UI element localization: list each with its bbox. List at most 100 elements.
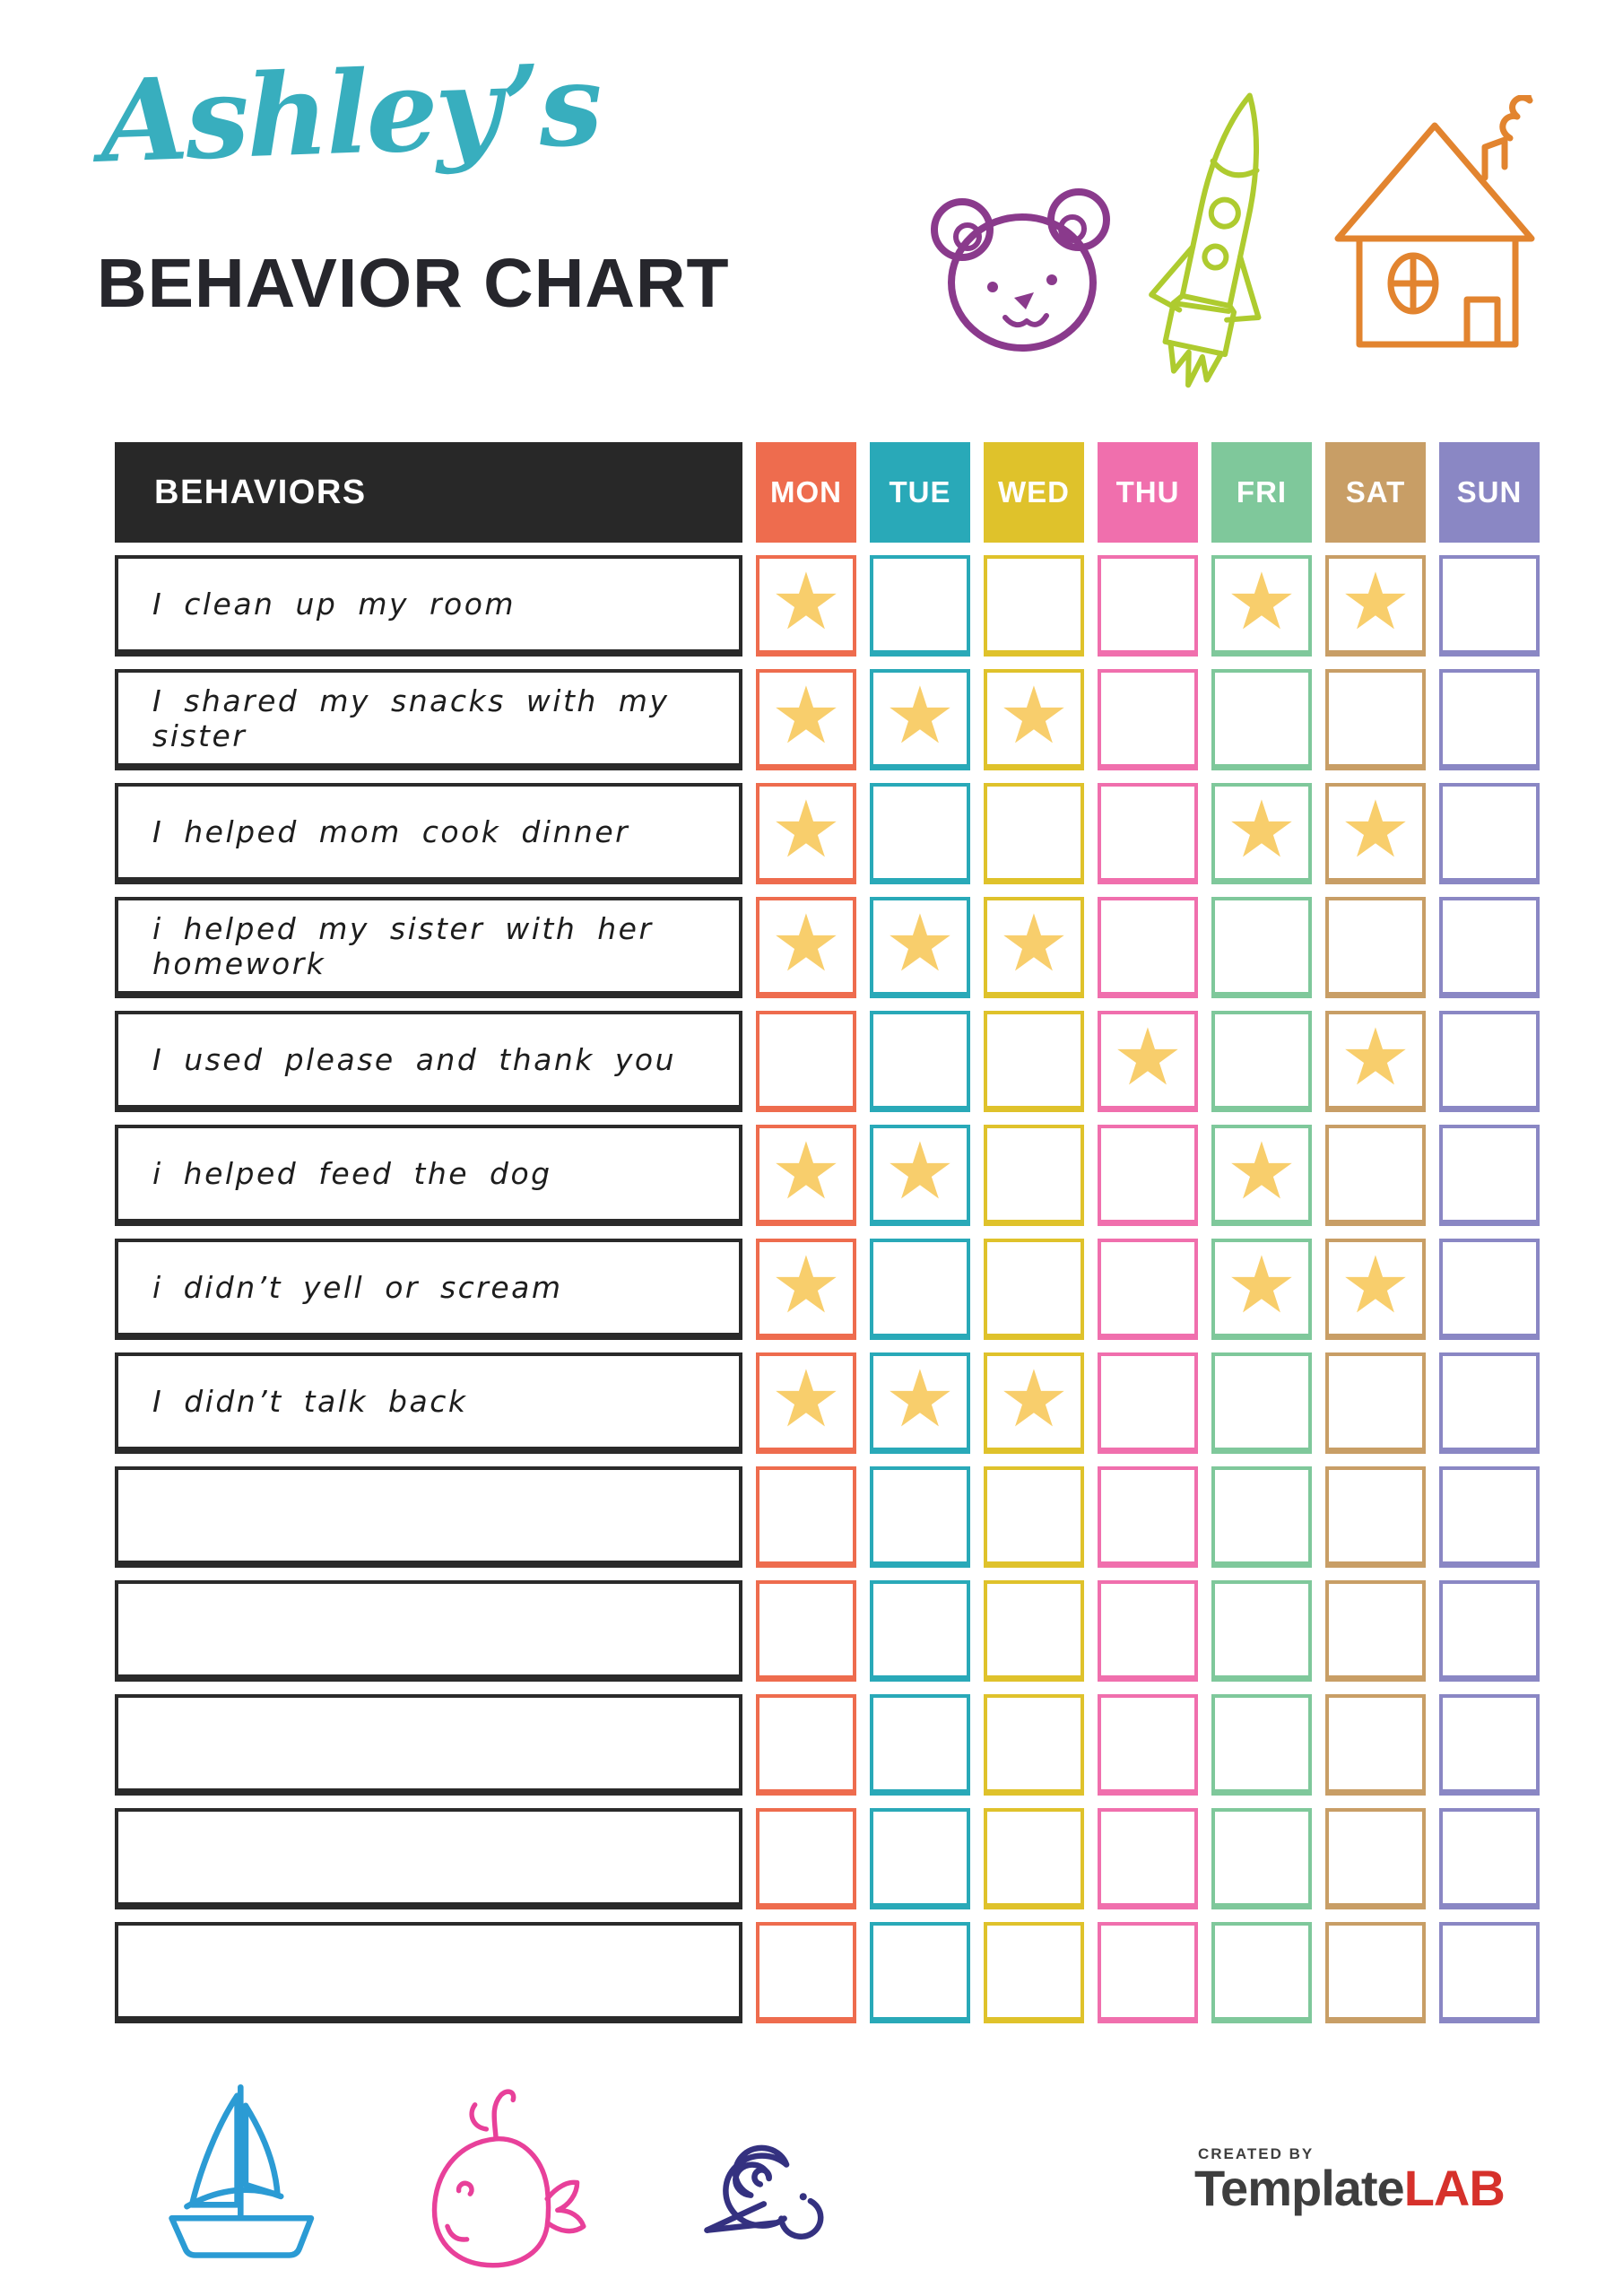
chart-cell-mon-row13[interactable] [756, 1922, 856, 2023]
chart-cell-tue-row1[interactable] [870, 555, 970, 657]
chart-cell-sun-row5[interactable] [1439, 1011, 1540, 1112]
chart-cell-sun-row3[interactable] [1439, 783, 1540, 884]
chart-cell-sun-row1[interactable] [1439, 555, 1540, 657]
chart-cell-mon-row6[interactable]: ★ [756, 1125, 856, 1226]
chart-cell-sat-row8[interactable] [1325, 1352, 1426, 1454]
chart-cell-mon-row9[interactable] [756, 1466, 856, 1568]
behavior-label-row7: i didn’t yell or scream [115, 1239, 742, 1340]
chart-cell-thu-row2[interactable] [1098, 669, 1198, 770]
chart-cell-fri-row9[interactable] [1211, 1466, 1312, 1568]
chart-cell-thu-row10[interactable] [1098, 1580, 1198, 1682]
chart-cell-sat-row10[interactable] [1325, 1580, 1426, 1682]
chart-cell-sat-row6[interactable] [1325, 1125, 1426, 1226]
chart-cell-sat-row7[interactable]: ★ [1325, 1239, 1426, 1340]
chart-cell-wed-row6[interactable] [984, 1125, 1084, 1226]
chart-cell-fri-row4[interactable] [1211, 897, 1312, 998]
chart-cell-thu-row1[interactable] [1098, 555, 1198, 657]
chart-cell-sat-row4[interactable] [1325, 897, 1426, 998]
chart-cell-mon-row3[interactable]: ★ [756, 783, 856, 884]
behavior-label-row13[interactable] [115, 1922, 742, 2023]
chart-cell-wed-row4[interactable]: ★ [984, 897, 1084, 998]
sailboat-icon [169, 2083, 315, 2258]
chart-cell-sun-row11[interactable] [1439, 1694, 1540, 1796]
chart-cell-mon-row8[interactable]: ★ [756, 1352, 856, 1454]
chart-cell-tue-row9[interactable] [870, 1466, 970, 1568]
chart-cell-fri-row11[interactable] [1211, 1694, 1312, 1796]
chart-cell-thu-row12[interactable] [1098, 1808, 1198, 1909]
chart-cell-mon-row2[interactable]: ★ [756, 669, 856, 770]
chart-cell-thu-row8[interactable] [1098, 1352, 1198, 1454]
chart-cell-tue-row11[interactable] [870, 1694, 970, 1796]
chart-cell-sun-row6[interactable] [1439, 1125, 1540, 1226]
chart-cell-mon-row4[interactable]: ★ [756, 897, 856, 998]
behavior-label-row9[interactable] [115, 1466, 742, 1568]
chart-cell-sat-row12[interactable] [1325, 1808, 1426, 1909]
chart-cell-wed-row1[interactable] [984, 555, 1084, 657]
chart-cell-wed-row3[interactable] [984, 783, 1084, 884]
chart-cell-fri-row8[interactable] [1211, 1352, 1312, 1454]
star-icon: ★ [1340, 1011, 1411, 1103]
chart-cell-wed-row13[interactable] [984, 1922, 1084, 2023]
chart-cell-fri-row1[interactable]: ★ [1211, 555, 1312, 657]
chart-cell-tue-row4[interactable]: ★ [870, 897, 970, 998]
chart-cell-thu-row7[interactable] [1098, 1239, 1198, 1340]
chart-cell-fri-row3[interactable]: ★ [1211, 783, 1312, 884]
chart-cell-tue-row13[interactable] [870, 1922, 970, 2023]
chart-cell-thu-row4[interactable] [1098, 897, 1198, 998]
chart-cell-sat-row13[interactable] [1325, 1922, 1426, 2023]
chart-cell-sun-row12[interactable] [1439, 1808, 1540, 1909]
chart-cell-wed-row8[interactable]: ★ [984, 1352, 1084, 1454]
chart-cell-wed-row10[interactable] [984, 1580, 1084, 1682]
chart-cell-wed-row12[interactable] [984, 1808, 1084, 1909]
chart-cell-mon-row1[interactable]: ★ [756, 555, 856, 657]
chart-cell-fri-row6[interactable]: ★ [1211, 1125, 1312, 1226]
behavior-label-row6: i helped feed the dog [115, 1125, 742, 1226]
chart-cell-sat-row2[interactable] [1325, 669, 1426, 770]
chart-cell-wed-row9[interactable] [984, 1466, 1084, 1568]
chart-cell-tue-row5[interactable] [870, 1011, 970, 1112]
chart-cell-sat-row9[interactable] [1325, 1466, 1426, 1568]
chart-cell-fri-row7[interactable]: ★ [1211, 1239, 1312, 1340]
chart-cell-sun-row10[interactable] [1439, 1580, 1540, 1682]
chart-cell-tue-row10[interactable] [870, 1580, 970, 1682]
chart-cell-fri-row2[interactable] [1211, 669, 1312, 770]
chart-cell-sun-row4[interactable] [1439, 897, 1540, 998]
chart-cell-tue-row2[interactable]: ★ [870, 669, 970, 770]
chart-cell-sat-row5[interactable]: ★ [1325, 1011, 1426, 1112]
chart-cell-mon-row11[interactable] [756, 1694, 856, 1796]
chart-cell-thu-row6[interactable] [1098, 1125, 1198, 1226]
behavior-label-row12[interactable] [115, 1808, 742, 1909]
chart-cell-mon-row7[interactable]: ★ [756, 1239, 856, 1340]
chart-cell-tue-row8[interactable]: ★ [870, 1352, 970, 1454]
chart-cell-tue-row6[interactable]: ★ [870, 1125, 970, 1226]
chart-cell-thu-row9[interactable] [1098, 1466, 1198, 1568]
chart-cell-sat-row11[interactable] [1325, 1694, 1426, 1796]
chart-cell-sun-row13[interactable] [1439, 1922, 1540, 2023]
chart-cell-mon-row5[interactable] [756, 1011, 856, 1112]
chart-cell-sun-row8[interactable] [1439, 1352, 1540, 1454]
chart-cell-tue-row7[interactable] [870, 1239, 970, 1340]
chart-cell-mon-row10[interactable] [756, 1580, 856, 1682]
chart-cell-thu-row5[interactable]: ★ [1098, 1011, 1198, 1112]
chart-cell-sun-row2[interactable] [1439, 669, 1540, 770]
chart-cell-sun-row9[interactable] [1439, 1466, 1540, 1568]
chart-cell-fri-row12[interactable] [1211, 1808, 1312, 1909]
chart-cell-mon-row12[interactable] [756, 1808, 856, 1909]
chart-cell-wed-row2[interactable]: ★ [984, 669, 1084, 770]
chart-cell-wed-row11[interactable] [984, 1694, 1084, 1796]
chart-cell-fri-row5[interactable] [1211, 1011, 1312, 1112]
behavior-label-row11[interactable] [115, 1694, 742, 1796]
chart-cell-wed-row7[interactable] [984, 1239, 1084, 1340]
chart-cell-sat-row3[interactable]: ★ [1325, 783, 1426, 884]
chart-cell-wed-row5[interactable] [984, 1011, 1084, 1112]
chart-cell-sat-row1[interactable]: ★ [1325, 555, 1426, 657]
chart-cell-fri-row13[interactable] [1211, 1922, 1312, 2023]
chart-cell-sun-row7[interactable] [1439, 1239, 1540, 1340]
behavior-label-row10[interactable] [115, 1580, 742, 1682]
chart-cell-fri-row10[interactable] [1211, 1580, 1312, 1682]
chart-cell-tue-row3[interactable] [870, 783, 970, 884]
chart-cell-thu-row3[interactable] [1098, 783, 1198, 884]
chart-cell-thu-row11[interactable] [1098, 1694, 1198, 1796]
chart-cell-thu-row13[interactable] [1098, 1922, 1198, 2023]
chart-cell-tue-row12[interactable] [870, 1808, 970, 1909]
